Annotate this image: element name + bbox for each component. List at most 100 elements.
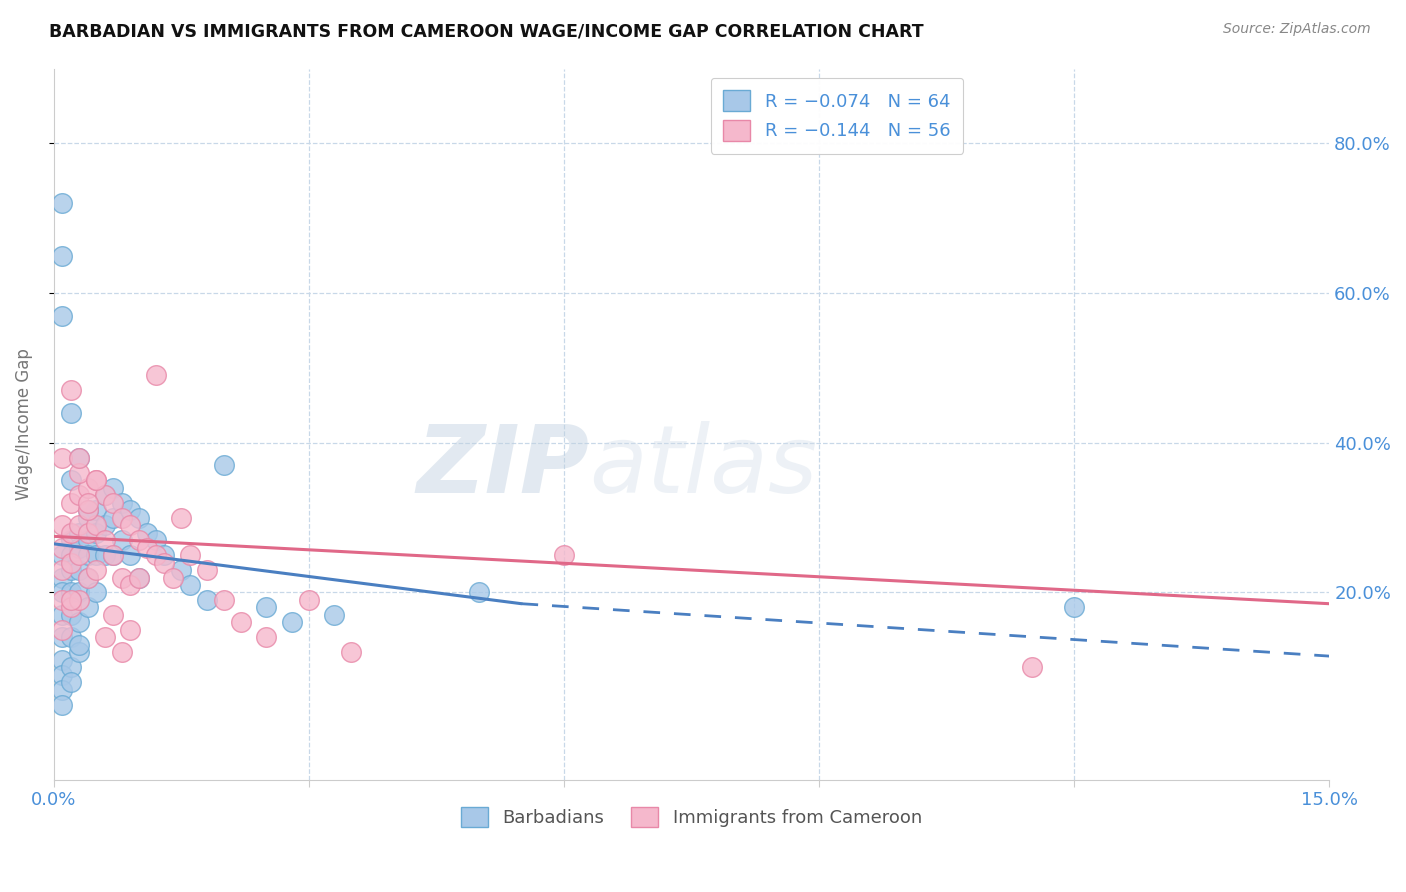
- Point: [120, 578, 142, 592]
- Point: [120, 548, 142, 562]
- Point: [67, 548, 90, 562]
- Point: [111, 570, 134, 584]
- Point: [128, 570, 150, 584]
- Point: [59, 533, 82, 547]
- Point: [67, 450, 90, 465]
- Point: [103, 548, 125, 562]
- Point: [67, 466, 90, 480]
- Point: [86, 503, 108, 517]
- Point: [51, 450, 73, 465]
- Point: [170, 563, 193, 577]
- Point: [94, 488, 117, 502]
- Point: [67, 645, 90, 659]
- Point: [76, 533, 98, 547]
- Point: [67, 541, 90, 555]
- Point: [51, 698, 73, 712]
- Point: [94, 631, 117, 645]
- Point: [111, 533, 134, 547]
- Point: [59, 473, 82, 487]
- Y-axis label: Wage/Income Gap: Wage/Income Gap: [15, 348, 32, 500]
- Text: Source: ZipAtlas.com: Source: ZipAtlas.com: [1223, 22, 1371, 37]
- Point: [153, 556, 176, 570]
- Point: [179, 578, 201, 592]
- Point: [76, 600, 98, 615]
- Point: [59, 563, 82, 577]
- Point: [67, 488, 90, 502]
- Point: [51, 541, 73, 555]
- Point: [145, 533, 167, 547]
- Point: [86, 585, 108, 599]
- Point: [59, 384, 82, 398]
- Point: [86, 525, 108, 540]
- Point: [67, 615, 90, 630]
- Point: [145, 548, 167, 562]
- Point: [94, 533, 117, 547]
- Point: [86, 473, 108, 487]
- Point: [103, 607, 125, 622]
- Point: [59, 406, 82, 420]
- Point: [59, 496, 82, 510]
- Point: [51, 548, 73, 562]
- Point: [136, 541, 159, 555]
- Point: [51, 563, 73, 577]
- Point: [76, 525, 98, 540]
- Point: [51, 518, 73, 533]
- Point: [59, 556, 82, 570]
- Point: [67, 593, 90, 607]
- Point: [111, 496, 134, 510]
- Point: [76, 570, 98, 584]
- Text: atlas: atlas: [589, 421, 818, 512]
- Point: [51, 249, 73, 263]
- Point: [51, 631, 73, 645]
- Point: [323, 607, 346, 622]
- Point: [51, 196, 73, 211]
- Point: [111, 645, 134, 659]
- Point: [67, 525, 90, 540]
- Point: [76, 481, 98, 495]
- Point: [51, 585, 73, 599]
- Point: [51, 593, 73, 607]
- Point: [212, 458, 235, 473]
- Point: [128, 570, 150, 584]
- Text: BARBADIAN VS IMMIGRANTS FROM CAMEROON WAGE/INCOME GAP CORRELATION CHART: BARBADIAN VS IMMIGRANTS FROM CAMEROON WA…: [49, 22, 924, 40]
- Point: [468, 585, 491, 599]
- Point: [59, 585, 82, 599]
- Point: [111, 510, 134, 524]
- Point: [86, 563, 108, 577]
- Point: [59, 525, 82, 540]
- Point: [170, 510, 193, 524]
- Point: [51, 682, 73, 697]
- Point: [67, 563, 90, 577]
- Point: [59, 593, 82, 607]
- Point: [67, 585, 90, 599]
- Point: [59, 660, 82, 674]
- Point: [51, 309, 73, 323]
- Point: [103, 548, 125, 562]
- Point: [59, 675, 82, 690]
- Point: [59, 631, 82, 645]
- Legend: Barbadians, Immigrants from Cameroon: Barbadians, Immigrants from Cameroon: [454, 799, 929, 835]
- Point: [229, 615, 252, 630]
- Point: [179, 548, 201, 562]
- Point: [76, 503, 98, 517]
- Text: ZIP: ZIP: [416, 421, 589, 513]
- Point: [51, 668, 73, 682]
- Point: [94, 488, 117, 502]
- Point: [94, 548, 117, 562]
- Point: [1021, 660, 1043, 674]
- Point: [67, 450, 90, 465]
- Point: [120, 623, 142, 637]
- Point: [195, 563, 218, 577]
- Point: [281, 615, 304, 630]
- Point: [254, 631, 277, 645]
- Point: [145, 368, 167, 383]
- Point: [298, 593, 321, 607]
- Point: [94, 518, 117, 533]
- Point: [212, 593, 235, 607]
- Point: [86, 473, 108, 487]
- Point: [67, 518, 90, 533]
- Point: [553, 548, 575, 562]
- Point: [103, 481, 125, 495]
- Point: [195, 593, 218, 607]
- Point: [254, 600, 277, 615]
